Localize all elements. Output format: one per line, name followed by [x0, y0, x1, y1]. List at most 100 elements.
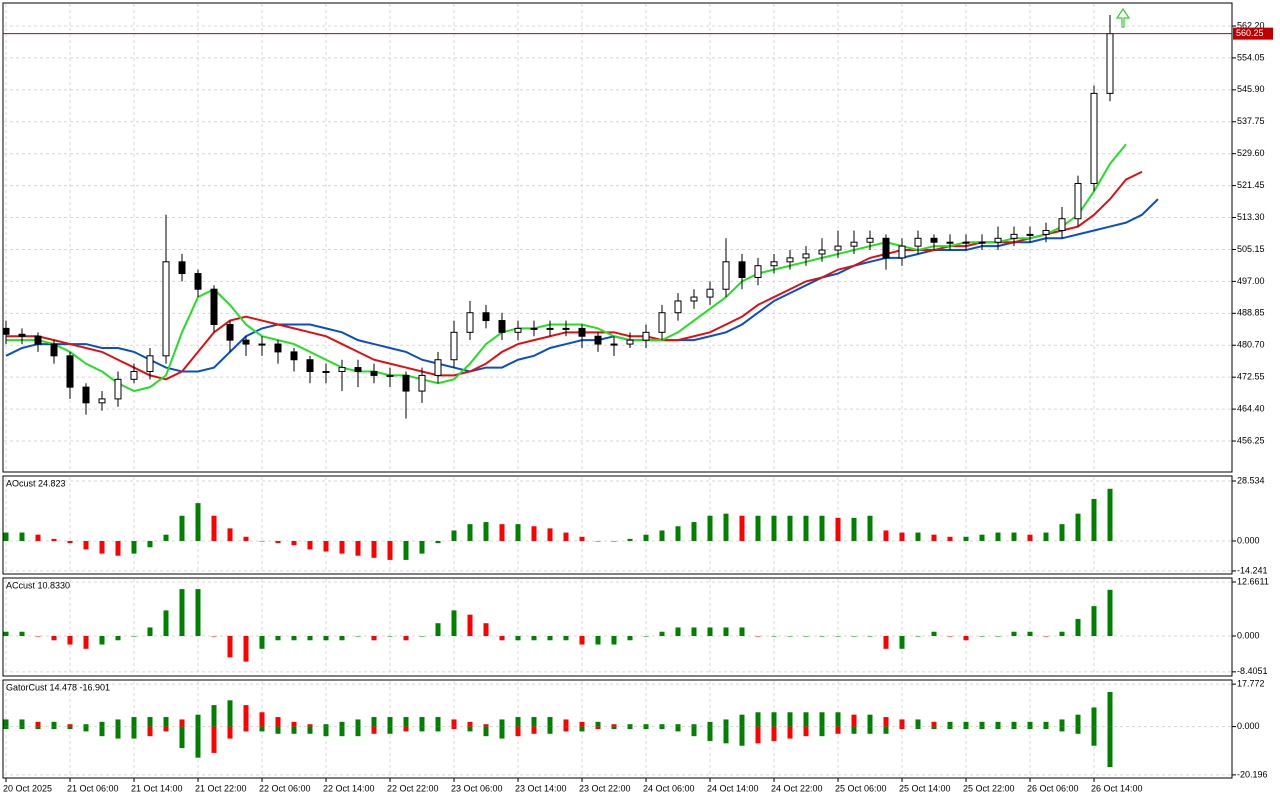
gator-bar [531, 726, 537, 734]
x-tick-label: 24 Oct 14:00 [707, 783, 759, 793]
histogram-bar [483, 623, 489, 636]
candle-body [690, 296, 698, 302]
histogram-bar [1091, 498, 1097, 541]
candle-body [1058, 218, 1066, 231]
histogram-bar [659, 631, 665, 636]
histogram-bar [227, 635, 233, 658]
histogram-bar [1059, 631, 1065, 636]
gator-bar [643, 724, 649, 727]
histogram-bar [195, 589, 201, 636]
gator-bar [931, 721, 937, 727]
histogram-bar [707, 627, 713, 636]
histogram-bar [595, 635, 601, 645]
histogram-bar [835, 517, 841, 541]
gator-bar [483, 726, 489, 737]
histogram-bar [83, 540, 89, 550]
candle-body [818, 249, 826, 255]
gator-bar [563, 719, 569, 727]
histogram-bar [611, 635, 617, 645]
x-tick-label: 25 Oct 14:00 [899, 783, 951, 793]
gator-bar [1011, 721, 1017, 727]
histogram-bar [707, 515, 713, 541]
histogram-bar [483, 522, 489, 541]
gator-bar [739, 714, 745, 727]
gator-bar [99, 721, 105, 727]
gator-bar [931, 726, 937, 729]
y-tick-label: 472.55 [1237, 372, 1265, 382]
gator-bar [627, 724, 633, 727]
gator-bar [1011, 726, 1017, 729]
gator-bar [83, 724, 89, 727]
candle-body [946, 241, 954, 244]
gator-bar [115, 726, 121, 739]
indicator-title: AOcust 24.823 [6, 478, 66, 488]
histogram-bar [259, 540, 265, 542]
histogram-bar [851, 635, 857, 637]
candle-body [802, 253, 810, 259]
candle-body [866, 237, 874, 243]
candle-body [658, 312, 666, 333]
histogram-bar [611, 540, 617, 542]
y-tick-label: 0.000 [1237, 721, 1260, 731]
gator-bar [291, 726, 297, 734]
indicator-title: GatorCust 14.478 -16.901 [6, 682, 110, 692]
candle-body [882, 237, 890, 259]
candle-body [418, 374, 426, 392]
gator-bar [995, 726, 1001, 729]
histogram-bar [131, 540, 137, 554]
histogram-bar [835, 635, 841, 637]
gator-bar [99, 726, 105, 737]
gator-bar [435, 726, 441, 732]
candle-body [386, 374, 394, 377]
candle-body [994, 237, 1002, 243]
gator-bar [499, 726, 505, 739]
histogram-bar [355, 540, 361, 556]
gator-bar [1027, 726, 1033, 729]
gator-bar [259, 726, 265, 732]
histogram-bar [787, 635, 793, 637]
gator-bar [899, 726, 905, 729]
histogram-bar [867, 515, 873, 541]
gator-bar [595, 726, 601, 729]
candle-body [18, 333, 26, 337]
histogram-bar [547, 528, 553, 541]
candle-body [642, 331, 650, 341]
y-tick-label: 28.534 [1237, 475, 1265, 485]
gator-bar [3, 726, 9, 729]
y-tick-label: 0.000 [1237, 630, 1260, 640]
gator-bar [707, 726, 713, 741]
candle-body [1090, 92, 1098, 184]
y-tick-label: 545.90 [1237, 84, 1265, 94]
histogram-bar [931, 631, 937, 636]
histogram-bar [99, 635, 105, 645]
histogram-bar [451, 610, 457, 636]
gator-bar [723, 719, 729, 727]
gator-bar [707, 721, 713, 727]
gator-bar [291, 721, 297, 727]
gator-bar [435, 717, 441, 727]
gator-bar [67, 724, 73, 727]
x-tick-label: 24 Oct 06:00 [643, 783, 695, 793]
y-tick-label: 562.20 [1237, 20, 1265, 30]
histogram-bar [403, 635, 409, 641]
candle-body [82, 386, 90, 404]
histogram-bar [339, 540, 345, 554]
candle-body [562, 327, 570, 330]
y-tick-label: 505.15 [1237, 244, 1265, 254]
y-tick-label: -20.196 [1237, 769, 1268, 779]
histogram-bar [979, 635, 985, 637]
x-tick-label: 23 Oct 06:00 [451, 783, 503, 793]
candle-body [98, 398, 106, 404]
gator-bar [659, 724, 665, 727]
gator-bar [163, 717, 169, 727]
gator-bar [19, 719, 25, 727]
histogram-bar [51, 538, 57, 541]
gator-bar [387, 717, 393, 727]
gator-bar [787, 726, 793, 739]
histogram-bar [627, 538, 633, 541]
histogram-bar [883, 635, 889, 649]
gator-bar [819, 726, 825, 737]
histogram-bar [579, 635, 585, 645]
histogram-bar [579, 536, 585, 541]
histogram-bar [419, 635, 425, 637]
